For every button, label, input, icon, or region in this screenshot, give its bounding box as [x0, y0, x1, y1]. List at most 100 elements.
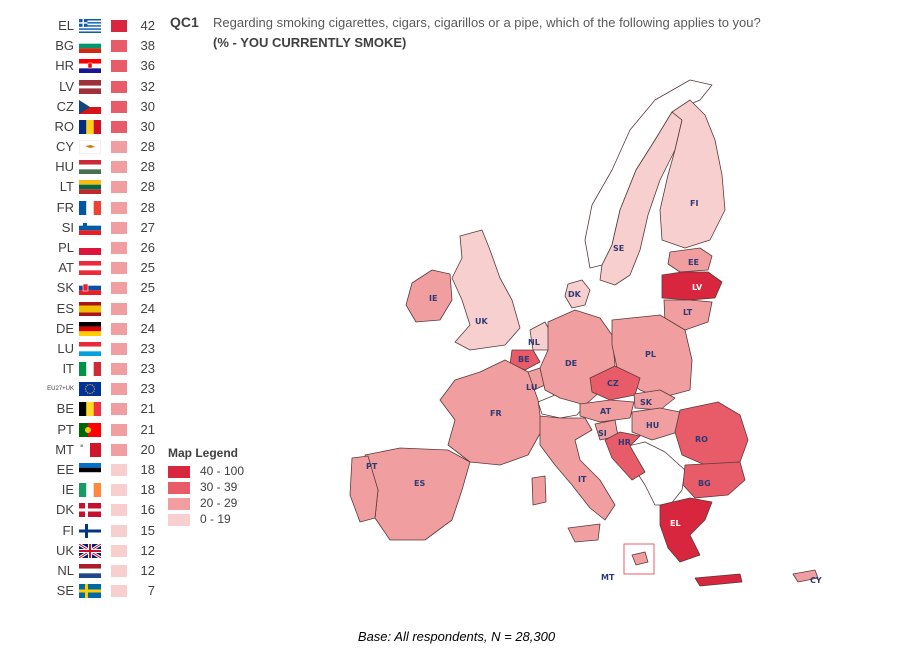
country-code: UK	[55, 542, 74, 558]
value-band-swatch	[111, 161, 127, 174]
country-value: 36	[140, 58, 155, 74]
country-code: BE	[56, 401, 74, 417]
ranking-row-cy: CY 28	[10, 137, 155, 157]
europe-choropleth-map: IE UK SE FI EE LV LT DK NL BE LU DE PL C…	[349, 79, 822, 587]
poland-flag-icon	[79, 240, 101, 255]
map-label-cz: CZ	[607, 379, 619, 388]
spain-flag-icon	[79, 301, 101, 316]
ranking-row-uk: UK 12	[10, 541, 155, 561]
portugal-flag-icon	[79, 422, 101, 437]
map-label-ie: IE	[429, 294, 437, 303]
ranking-row-eu27-uk: EU27+UK 23	[10, 379, 155, 399]
country-value: 28	[140, 179, 155, 195]
country-code: NL	[57, 562, 74, 578]
value-band-swatch	[111, 484, 127, 497]
country-value: 26	[140, 239, 155, 255]
map-label-pl: PL	[645, 350, 656, 359]
legend-label: 0 - 19	[200, 512, 231, 526]
map-malta-box	[623, 543, 655, 575]
ranking-row-cz: CZ 30	[10, 97, 155, 117]
map-label-si: SI	[598, 429, 607, 438]
country-value: 23	[140, 361, 155, 377]
map-country-ie	[405, 269, 453, 323]
question-id: QC1	[170, 14, 199, 30]
value-band-swatch	[111, 463, 127, 476]
value-band-swatch	[111, 221, 127, 234]
country-code: DE	[55, 320, 74, 336]
value-band-swatch	[111, 20, 127, 32]
ranking-row-be: BE 21	[10, 399, 155, 419]
austria-flag-icon	[79, 261, 101, 276]
croatia-flag-icon	[79, 59, 101, 74]
map-country-it-sardinia	[531, 475, 547, 506]
country-code: BG	[55, 38, 74, 54]
country-value: 18	[140, 461, 155, 477]
finland-flag-icon	[79, 523, 101, 538]
ranking-row-lv: LV 32	[10, 77, 155, 97]
country-value: 27	[140, 219, 155, 235]
map-country-cy	[792, 569, 819, 583]
country-value: 7	[147, 583, 155, 599]
value-band-swatch	[111, 544, 127, 557]
map-label-sk: SK	[640, 398, 653, 407]
luxembourg-flag-icon	[79, 341, 101, 356]
slovenia-flag-icon	[79, 220, 101, 235]
map-label-el: EL	[670, 519, 681, 528]
malta-flag-icon	[79, 442, 101, 457]
ranking-row-sk: SK 25	[10, 278, 155, 298]
country-code: DK	[55, 502, 74, 518]
denmark-flag-icon	[79, 503, 101, 518]
country-value: 30	[140, 98, 155, 114]
map-label-at: AT	[600, 407, 612, 416]
map-country-es	[364, 447, 471, 541]
legend-swatch	[168, 482, 190, 494]
legend-swatch	[168, 514, 190, 526]
legend-swatch	[168, 498, 190, 510]
legend-title: Map Legend	[168, 446, 239, 460]
ranking-row-ro: RO 30	[10, 117, 155, 137]
ranking-row-pt: PT 21	[10, 420, 155, 440]
ranking-row-dk: DK 16	[10, 500, 155, 520]
country-code: FI	[62, 522, 74, 538]
country-value: 38	[140, 38, 155, 54]
value-band-swatch	[111, 504, 127, 517]
base-note: Base: All respondents, N = 28,300	[357, 629, 556, 644]
map-label-bg: BG	[698, 479, 711, 488]
country-code: CY	[55, 139, 74, 155]
map-country-it-sicily	[567, 523, 601, 543]
romania-flag-icon	[79, 119, 101, 134]
ranking-row-es: ES 24	[10, 299, 155, 319]
country-code: AT	[58, 260, 74, 276]
map-label-nl: NL	[528, 338, 540, 347]
ranking-row-fi: FI 15	[10, 521, 155, 541]
country-code: LV	[59, 78, 74, 94]
value-band-swatch	[111, 322, 127, 335]
country-code: PL	[58, 239, 74, 255]
map-label-fr: FR	[490, 409, 502, 418]
belgium-flag-icon	[79, 402, 101, 417]
country-code: MT	[55, 441, 74, 457]
italy-flag-icon	[79, 362, 101, 377]
bulgaria-flag-icon	[79, 39, 101, 54]
value-band-swatch	[111, 423, 127, 436]
value-band-swatch	[111, 80, 127, 93]
map-country-ro	[674, 401, 749, 466]
legend-item-20-29: 20 - 29	[168, 495, 288, 511]
map-country-el	[659, 497, 713, 563]
country-value: 25	[140, 280, 155, 296]
country-value: 25	[140, 260, 155, 276]
country-value: 24	[140, 320, 155, 336]
map-label-dk: DK	[568, 290, 582, 299]
value-band-swatch	[111, 141, 127, 154]
ranking-row-se: SE 7	[10, 581, 155, 601]
hungary-flag-icon	[79, 160, 101, 175]
map-country-ee	[667, 247, 713, 273]
map-label-ro: RO	[695, 435, 708, 444]
country-code: SE	[56, 583, 74, 599]
map-label-pt: PT	[366, 462, 378, 471]
map-country-pt	[349, 455, 379, 523]
country-value: 21	[140, 421, 155, 437]
chart-subtitle: (% - YOU CURRENTLY SMOKE)	[213, 35, 407, 50]
country-code: HR	[55, 58, 74, 74]
ranking-row-fr: FR 28	[10, 198, 155, 218]
